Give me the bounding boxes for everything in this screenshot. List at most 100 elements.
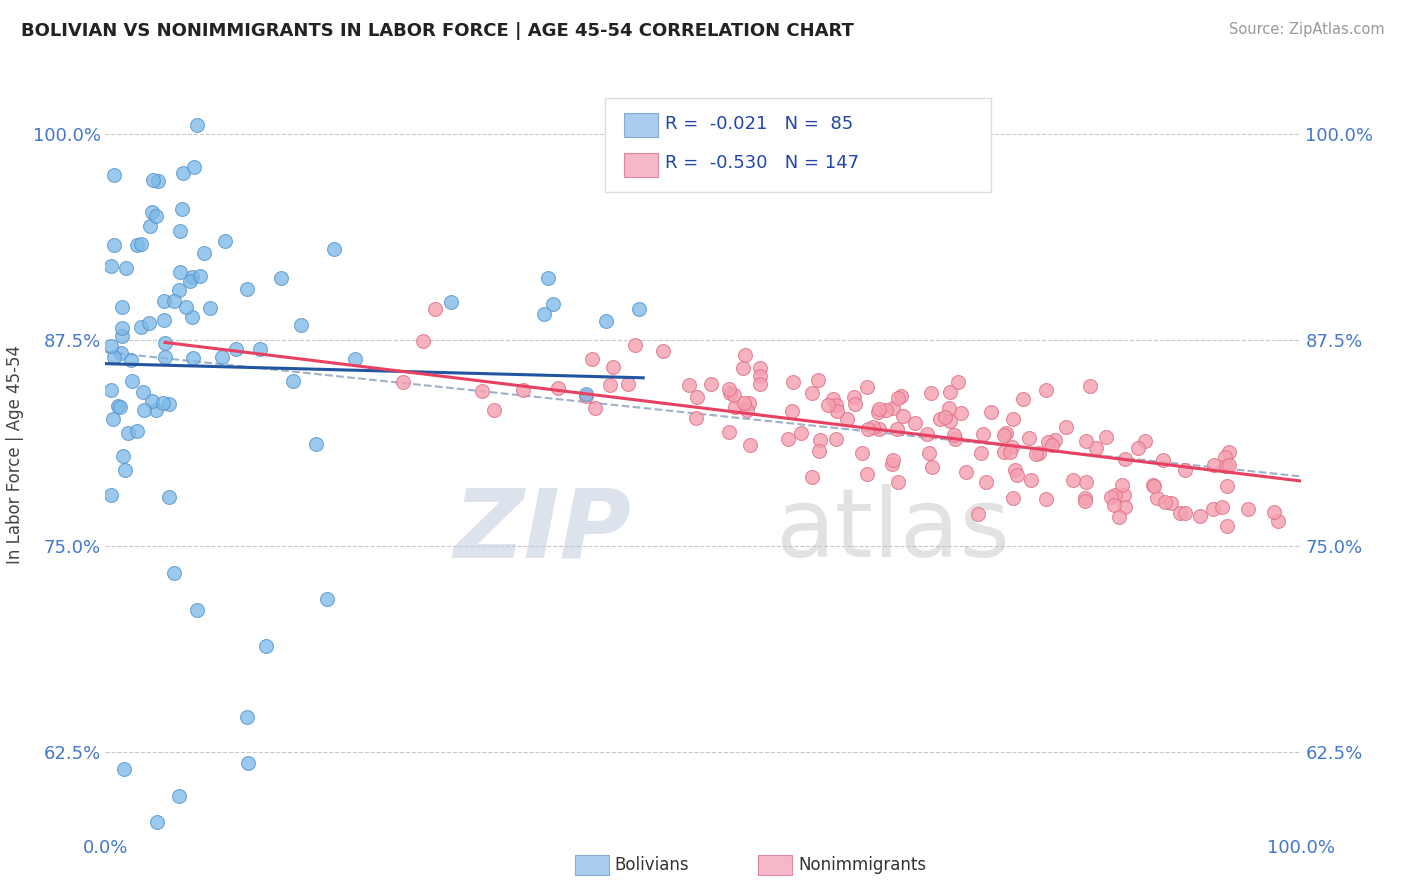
Point bbox=[893, 409, 915, 423]
Point bbox=[110, 300, 132, 314]
Point bbox=[825, 398, 848, 412]
Point bbox=[172, 166, 194, 180]
Point bbox=[1202, 458, 1225, 472]
Point bbox=[776, 432, 799, 446]
Point bbox=[100, 488, 122, 502]
Point bbox=[934, 409, 956, 424]
Point bbox=[1202, 502, 1225, 516]
Point bbox=[1142, 478, 1164, 492]
Point bbox=[718, 385, 741, 400]
Point bbox=[807, 373, 830, 387]
Point bbox=[844, 397, 866, 411]
Point bbox=[734, 348, 756, 362]
Point bbox=[939, 384, 962, 399]
Point bbox=[423, 301, 446, 316]
Point bbox=[183, 160, 205, 174]
Point bbox=[181, 310, 204, 324]
Point bbox=[868, 402, 890, 417]
Point bbox=[866, 404, 889, 418]
Point bbox=[235, 710, 257, 724]
Text: Nonimmigrants: Nonimmigrants bbox=[799, 856, 927, 874]
Point bbox=[782, 375, 804, 389]
Point bbox=[1062, 473, 1084, 487]
Point bbox=[533, 307, 555, 321]
Point bbox=[943, 428, 966, 442]
Point bbox=[157, 397, 180, 411]
Point bbox=[624, 338, 647, 352]
Point bbox=[186, 118, 208, 132]
Point bbox=[1114, 500, 1136, 515]
Point bbox=[152, 395, 174, 409]
Point bbox=[1001, 440, 1024, 454]
Point bbox=[107, 399, 129, 413]
Point bbox=[943, 432, 966, 446]
Point bbox=[887, 475, 910, 489]
Point bbox=[652, 343, 675, 358]
Point bbox=[138, 316, 160, 330]
Point bbox=[748, 361, 770, 376]
Point bbox=[131, 320, 153, 334]
Text: ZIP: ZIP bbox=[453, 484, 631, 577]
Point bbox=[790, 426, 813, 441]
Point bbox=[738, 396, 761, 410]
Point bbox=[1054, 419, 1077, 434]
Point bbox=[929, 411, 952, 425]
Point bbox=[733, 361, 755, 376]
Point bbox=[1154, 494, 1177, 508]
Point bbox=[974, 475, 997, 490]
Point bbox=[537, 271, 560, 285]
Point bbox=[817, 398, 839, 412]
Point bbox=[1218, 458, 1240, 473]
Point bbox=[1018, 431, 1040, 445]
Point bbox=[1002, 491, 1025, 506]
Point bbox=[1146, 491, 1168, 505]
Point bbox=[1188, 509, 1211, 524]
Point bbox=[915, 427, 938, 442]
Point bbox=[904, 416, 927, 430]
Point bbox=[114, 261, 136, 276]
Point bbox=[125, 424, 148, 438]
Point bbox=[1215, 459, 1237, 474]
Point bbox=[782, 404, 804, 418]
Point bbox=[1216, 519, 1239, 533]
Point bbox=[1263, 505, 1285, 519]
Text: Source: ZipAtlas.com: Source: ZipAtlas.com bbox=[1229, 22, 1385, 37]
Point bbox=[1035, 383, 1057, 397]
Point bbox=[167, 283, 190, 297]
Point bbox=[100, 259, 122, 273]
Point bbox=[699, 376, 721, 391]
Point bbox=[1102, 498, 1125, 512]
Point bbox=[169, 265, 191, 279]
Point bbox=[114, 762, 136, 776]
Point bbox=[181, 351, 204, 366]
Point bbox=[145, 209, 167, 223]
Point bbox=[1133, 434, 1156, 448]
Point bbox=[482, 403, 505, 417]
Point bbox=[180, 270, 202, 285]
Point bbox=[946, 375, 969, 389]
Point bbox=[117, 425, 139, 440]
Point bbox=[512, 383, 534, 397]
Point bbox=[875, 403, 897, 417]
Point bbox=[155, 336, 177, 351]
Point bbox=[842, 390, 865, 404]
Point bbox=[825, 432, 848, 446]
Point bbox=[125, 237, 148, 252]
Point bbox=[103, 168, 125, 182]
Point bbox=[808, 444, 831, 458]
Point bbox=[103, 237, 125, 252]
Text: R =  -0.530   N = 147: R = -0.530 N = 147 bbox=[665, 154, 859, 172]
Point bbox=[735, 403, 758, 417]
Point bbox=[1104, 488, 1126, 502]
Point bbox=[882, 453, 904, 467]
Point bbox=[938, 401, 960, 416]
Point bbox=[316, 591, 339, 606]
Point bbox=[225, 343, 247, 357]
Point bbox=[995, 425, 1018, 440]
Point bbox=[882, 401, 904, 415]
Point bbox=[1000, 445, 1022, 459]
Point bbox=[139, 219, 162, 233]
Point bbox=[100, 383, 122, 397]
Point bbox=[1025, 447, 1047, 461]
Point bbox=[100, 338, 122, 352]
